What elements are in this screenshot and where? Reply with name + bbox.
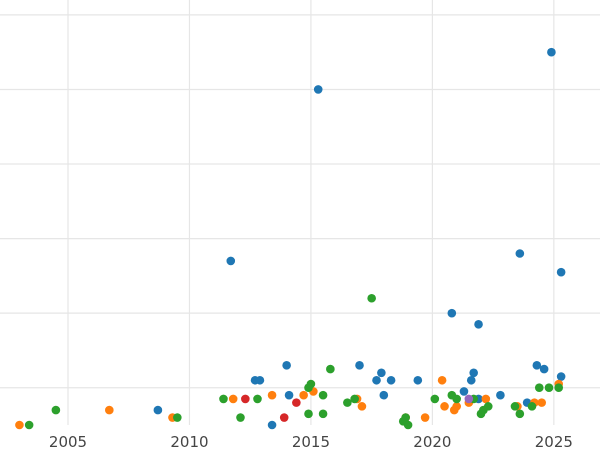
scatter-point [318,390,328,400]
vertical-gridlines [67,0,555,425]
scatter-point [279,413,289,422]
scatter-point [318,409,328,419]
scatter-point [420,413,430,422]
scatter-point [469,368,478,378]
horizontal-gridlines [0,14,600,389]
scatter-point [401,413,410,422]
scatter-point [556,372,566,381]
scatter-point [534,383,544,393]
scatter-point [343,398,352,407]
scatter-point [539,364,549,374]
x-tick-label: 2005 [49,433,87,450]
scatter-point [459,387,469,396]
scatter-point [452,394,461,404]
scatter-point [452,402,461,411]
scatter-point [105,405,114,415]
scatter-point [437,375,447,385]
scatter-point [267,390,277,400]
scatter-point [544,383,554,393]
scatter-point [483,402,493,411]
x-tick-label: 2015 [292,433,330,450]
scatter-point [253,394,262,404]
scatter-point [413,375,423,385]
scatter-point [284,390,294,400]
scatter-point [556,267,566,277]
scatter-point [173,413,182,422]
scatter-point [532,361,542,370]
scatter-point [372,375,381,385]
scatter-point [510,402,520,411]
scatter-point [496,390,505,400]
scatter-point [219,394,228,404]
scatter-point [304,409,313,419]
x-tick-label: 2010 [170,433,208,450]
scatter-point [466,375,476,385]
scatter-point [313,85,323,94]
x-tick-label: 2020 [413,433,451,450]
scatter-point [299,390,308,400]
scatter-point [51,405,61,415]
scatter-point [228,394,238,404]
scatter-point [440,402,449,411]
scatter-point [236,413,245,422]
scatter-point [474,320,483,329]
scatter-point [554,383,564,393]
scatter-point [386,375,396,385]
scatter-point [403,420,413,430]
scatter-point [447,308,457,318]
scatter-point [515,409,525,419]
scatter-point [430,394,440,404]
scatter-point [241,394,250,404]
scatter-point [24,420,34,430]
scatter-point [515,249,525,258]
scatter-point [226,256,236,266]
scatter-point [255,375,265,385]
scatter-point [527,402,537,411]
scatter-point [282,361,291,370]
scatter-point [292,398,301,407]
scatter-point [267,420,277,430]
data-points [15,47,566,430]
scatter-point [537,398,547,407]
scatter-point [15,420,24,430]
scatter-point [379,390,389,400]
x-tick-label: 2025 [535,433,573,450]
scatter-point [367,293,376,303]
scatter-point [464,394,474,404]
scatter-point [481,394,491,404]
scatter-point [153,405,163,415]
scatter-point [357,402,367,411]
scatter-point [355,361,364,370]
scatter-point [306,379,316,389]
scatter-point [547,47,556,57]
scatter-point [326,364,335,374]
scatter-point [350,394,359,404]
scatter-point [377,368,386,378]
x-tick-labels: 2005 2010 2015 2020 2025 [49,433,573,450]
